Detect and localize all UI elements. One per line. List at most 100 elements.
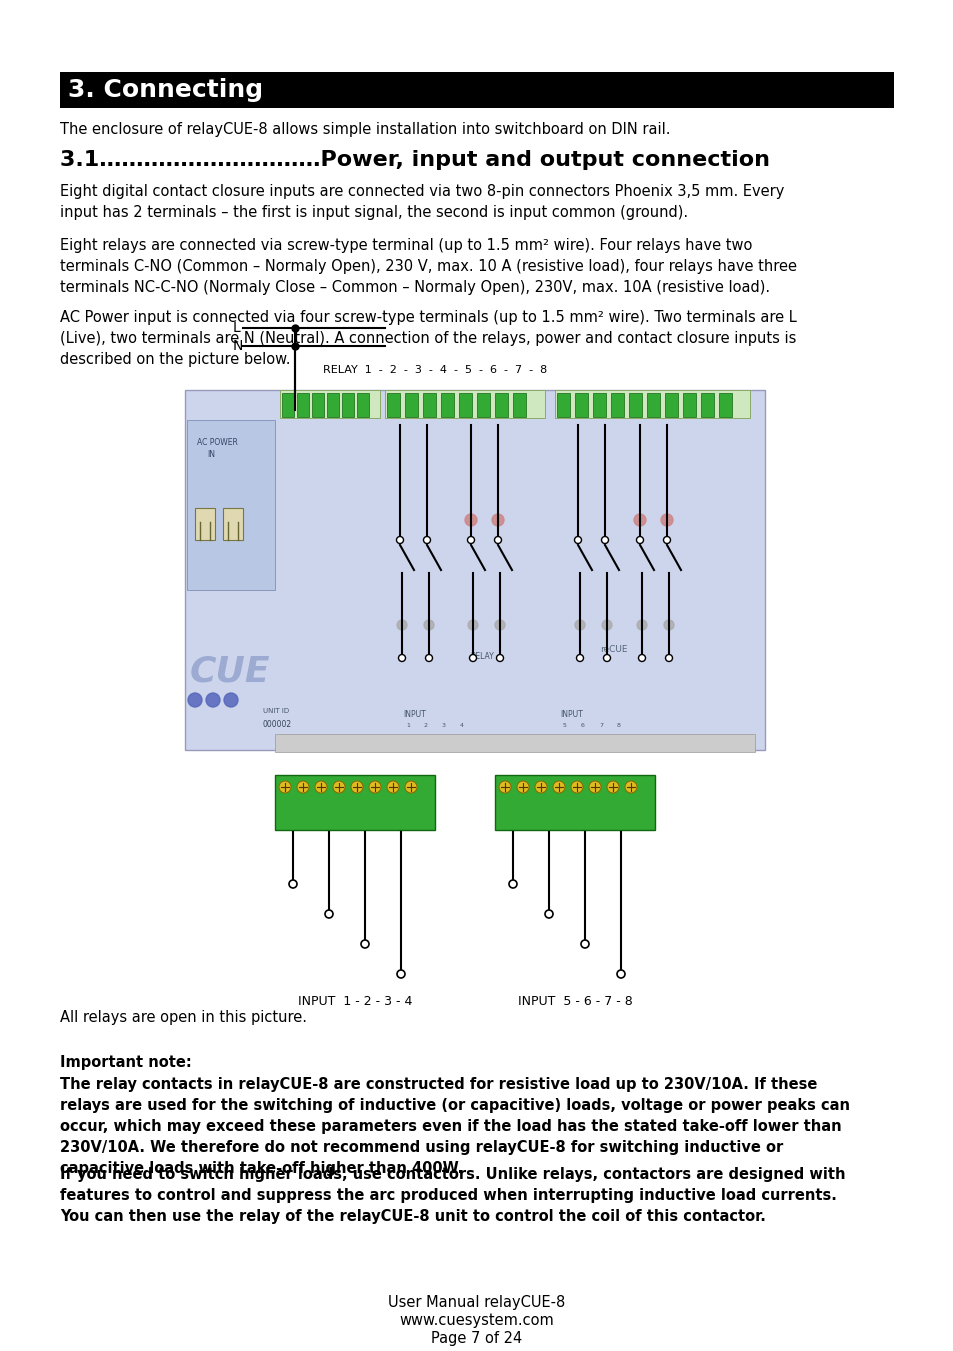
Text: 5: 5 bbox=[562, 723, 566, 728]
Text: 000002: 000002 bbox=[263, 720, 292, 730]
Text: The enclosure of relayCUE-8 allows simple installation into switchboard on DIN r: The enclosure of relayCUE-8 allows simpl… bbox=[60, 122, 670, 136]
Text: AC POWER: AC POWER bbox=[196, 438, 237, 447]
Circle shape bbox=[467, 536, 474, 543]
Circle shape bbox=[509, 880, 517, 888]
Text: 8: 8 bbox=[617, 723, 620, 728]
Circle shape bbox=[360, 940, 369, 948]
Circle shape bbox=[325, 911, 333, 917]
Bar bbox=[610, 393, 623, 417]
Bar bbox=[327, 393, 338, 417]
Text: 3.1…………………………Power, input and output connection: 3.1…………………………Power, input and output con… bbox=[60, 150, 769, 170]
Bar bbox=[185, 390, 764, 750]
Circle shape bbox=[637, 620, 646, 630]
Circle shape bbox=[289, 880, 296, 888]
Circle shape bbox=[601, 620, 612, 630]
Text: RELAY: RELAY bbox=[470, 653, 494, 661]
Text: AC Power input is connected via four screw-type terminals (up to 1.5 mm² wire). : AC Power input is connected via four scr… bbox=[60, 309, 796, 367]
Circle shape bbox=[351, 781, 363, 793]
Bar bbox=[513, 393, 525, 417]
Circle shape bbox=[278, 781, 291, 793]
Text: IN: IN bbox=[207, 450, 214, 459]
Circle shape bbox=[663, 620, 673, 630]
Circle shape bbox=[574, 536, 581, 543]
Text: INPUT: INPUT bbox=[402, 711, 425, 719]
Bar bbox=[646, 393, 659, 417]
Text: The relay contacts in relayCUE-8 are constructed for resistive load up to 230V/1: The relay contacts in relayCUE-8 are con… bbox=[60, 1077, 849, 1175]
Circle shape bbox=[553, 781, 564, 793]
Circle shape bbox=[405, 781, 416, 793]
Circle shape bbox=[423, 620, 434, 630]
Bar bbox=[682, 393, 696, 417]
Bar bbox=[274, 775, 435, 830]
Circle shape bbox=[396, 536, 403, 543]
Bar bbox=[495, 775, 655, 830]
Text: Eight relays are connected via screw-type terminal (up to 1.5 mm² wire). Four re: Eight relays are connected via screw-typ… bbox=[60, 238, 796, 295]
Text: N: N bbox=[233, 339, 243, 353]
Bar bbox=[296, 393, 309, 417]
Circle shape bbox=[588, 781, 600, 793]
Circle shape bbox=[494, 536, 501, 543]
Text: 7: 7 bbox=[598, 723, 602, 728]
Circle shape bbox=[396, 620, 407, 630]
Text: 3: 3 bbox=[441, 723, 446, 728]
Circle shape bbox=[492, 513, 503, 526]
Text: CUE: CUE bbox=[190, 655, 271, 689]
Bar bbox=[341, 393, 354, 417]
Circle shape bbox=[665, 654, 672, 662]
Circle shape bbox=[224, 693, 237, 707]
Circle shape bbox=[425, 654, 432, 662]
Circle shape bbox=[517, 781, 529, 793]
Bar bbox=[312, 393, 324, 417]
Circle shape bbox=[606, 781, 618, 793]
Bar bbox=[719, 393, 731, 417]
Circle shape bbox=[469, 654, 476, 662]
Circle shape bbox=[601, 536, 608, 543]
Circle shape bbox=[571, 781, 582, 793]
Circle shape bbox=[580, 940, 588, 948]
Circle shape bbox=[624, 781, 637, 793]
Circle shape bbox=[544, 911, 553, 917]
Bar bbox=[223, 508, 243, 540]
Text: RELAY  1  -  2  -  3  -  4  -  5  -  6  -  7  -  8: RELAY 1 - 2 - 3 - 4 - 5 - 6 - 7 - 8 bbox=[323, 365, 547, 376]
Circle shape bbox=[617, 970, 624, 978]
Text: Page 7 of 24: Page 7 of 24 bbox=[431, 1331, 522, 1346]
Bar bbox=[628, 393, 641, 417]
Bar bbox=[387, 393, 399, 417]
Circle shape bbox=[495, 620, 504, 630]
Bar bbox=[274, 734, 754, 753]
Circle shape bbox=[638, 654, 645, 662]
Bar bbox=[356, 393, 369, 417]
Text: reCUE: reCUE bbox=[599, 644, 627, 654]
Circle shape bbox=[468, 620, 477, 630]
Bar bbox=[593, 393, 605, 417]
Text: INPUT  5 - 6 - 7 - 8: INPUT 5 - 6 - 7 - 8 bbox=[517, 994, 632, 1008]
Circle shape bbox=[314, 781, 327, 793]
Text: www.cuesystem.com: www.cuesystem.com bbox=[399, 1313, 554, 1328]
Text: UNIT ID: UNIT ID bbox=[263, 708, 289, 713]
Bar bbox=[664, 393, 678, 417]
Bar bbox=[555, 390, 749, 417]
Circle shape bbox=[575, 620, 584, 630]
Circle shape bbox=[369, 781, 380, 793]
Text: Important note:: Important note: bbox=[60, 1055, 192, 1070]
Text: If you need to switch higher loads, use contactors. Unlike relays, contactors ar: If you need to switch higher loads, use … bbox=[60, 1167, 844, 1224]
Circle shape bbox=[333, 781, 345, 793]
Bar bbox=[194, 508, 214, 540]
Text: 6: 6 bbox=[580, 723, 584, 728]
Circle shape bbox=[535, 781, 546, 793]
Text: User Manual relayCUE-8: User Manual relayCUE-8 bbox=[388, 1296, 565, 1310]
Circle shape bbox=[396, 970, 405, 978]
Bar bbox=[60, 72, 893, 108]
Text: All relays are open in this picture.: All relays are open in this picture. bbox=[60, 1011, 307, 1025]
Circle shape bbox=[296, 781, 309, 793]
Text: INPUT  1 - 2 - 3 - 4: INPUT 1 - 2 - 3 - 4 bbox=[297, 994, 412, 1008]
Bar bbox=[476, 393, 490, 417]
Circle shape bbox=[576, 654, 583, 662]
Circle shape bbox=[603, 654, 610, 662]
Text: 3. Connecting: 3. Connecting bbox=[68, 78, 263, 101]
Bar bbox=[440, 393, 454, 417]
Circle shape bbox=[662, 536, 670, 543]
Bar bbox=[422, 393, 436, 417]
Text: 1: 1 bbox=[406, 723, 410, 728]
Circle shape bbox=[423, 536, 430, 543]
